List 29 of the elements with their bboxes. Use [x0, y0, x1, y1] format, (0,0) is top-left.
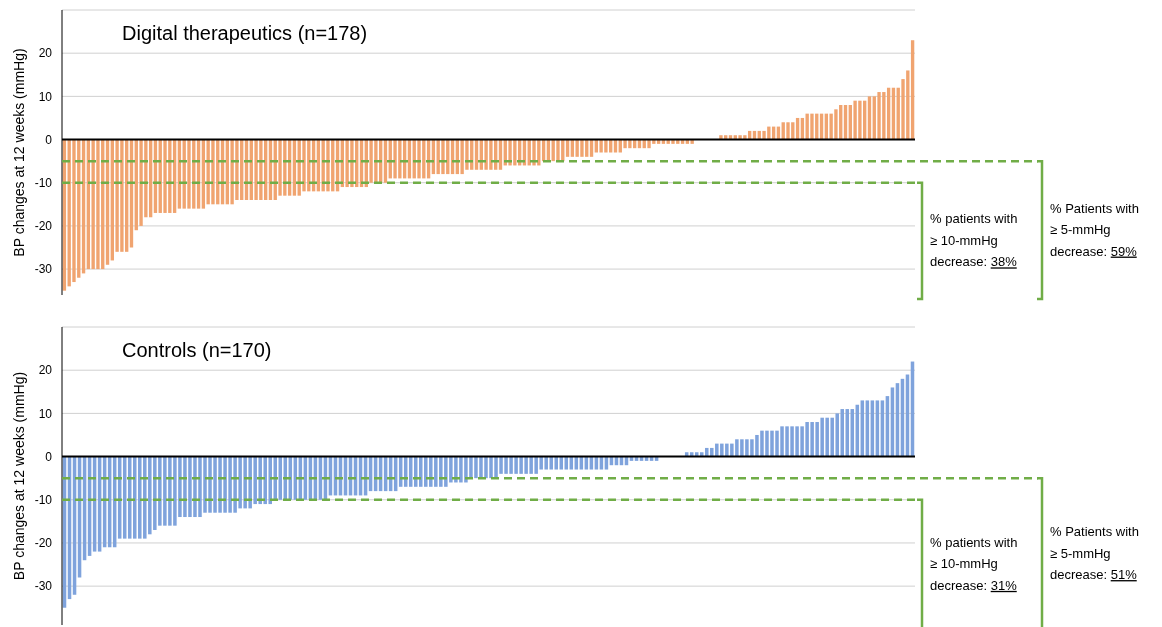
bar: [556, 139, 560, 162]
bar: [532, 139, 536, 166]
y-tick-label: 0: [45, 449, 53, 464]
bar: [187, 139, 191, 209]
bar: [72, 139, 76, 283]
y-tick-label: -20: [34, 219, 53, 234]
y-axis-title: BP changes at 12 weeks (mmHg): [11, 48, 27, 257]
bar: [417, 139, 421, 179]
y-tick-label: -30: [34, 262, 53, 277]
y-tick-label: 10: [38, 89, 53, 104]
y-tick-label: -30: [34, 579, 53, 594]
bar: [786, 122, 790, 140]
text: Digital therapeutics (n=178): [122, 22, 368, 44]
text: % patients with ≥ 10-mmHg decrease: 38%: [930, 211, 1018, 270]
y-tick-label: 20: [38, 363, 53, 378]
y-tick-label: -20: [34, 536, 53, 551]
y-tick-label: 10: [38, 406, 53, 421]
y-tick-label: 20: [38, 46, 53, 61]
y-tick-label: -10: [34, 492, 53, 507]
text: % patients with ≥ 10-mmHg decrease: 31%: [930, 534, 1018, 593]
text: % Patients with ≥ 5-mmHg decrease: 51%: [1050, 524, 1139, 583]
y-tick-label: -10: [34, 175, 53, 190]
text: % Patients with ≥ 5-mmHg decrease: 59%: [1050, 200, 1139, 259]
y-axis-title: BP changes at 12 weeks (mmHg): [11, 371, 27, 581]
y-tick-label: 0: [45, 132, 53, 147]
bar: [302, 139, 306, 192]
text: Controls (n=170): [122, 339, 272, 361]
bar: [719, 135, 723, 140]
bar: [441, 139, 445, 175]
